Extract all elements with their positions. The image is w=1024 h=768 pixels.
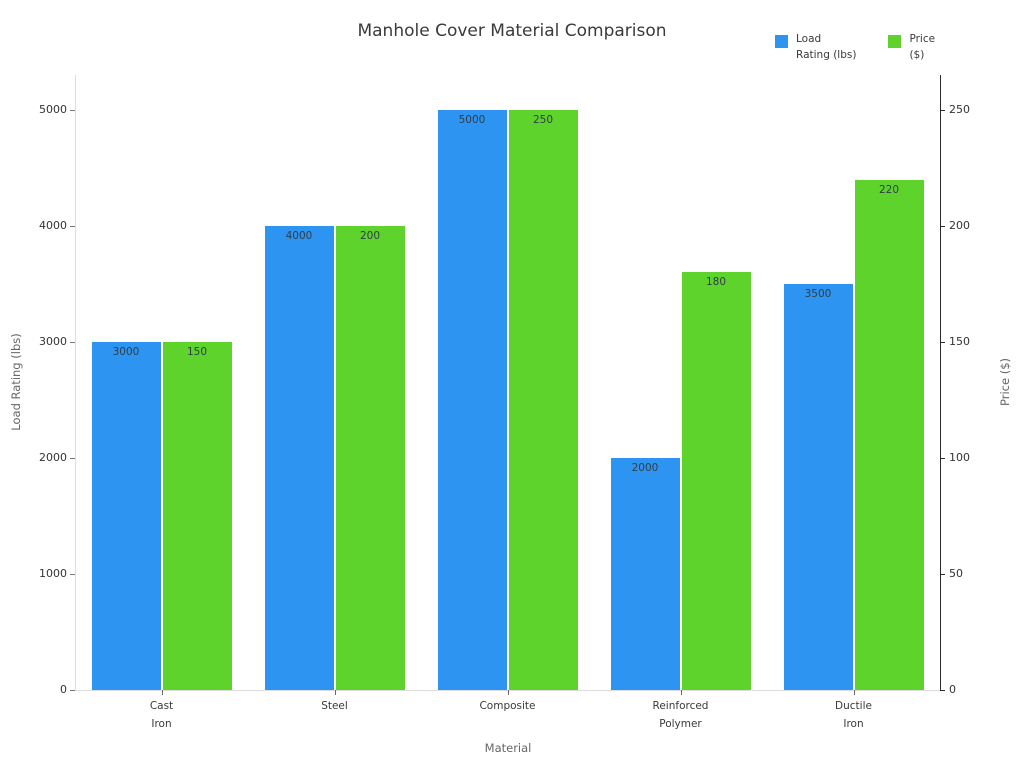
right-axis-tick-mark (940, 574, 945, 575)
price-bar: 180 (681, 272, 751, 690)
bar-value-label: 3500 (804, 288, 832, 300)
price-bar: 200 (335, 226, 405, 690)
left-axis-tick-mark (70, 226, 75, 227)
right-axis-tick-label: 150 (949, 335, 970, 348)
right-axis-tick-mark (940, 458, 945, 459)
right-axis-tick-label: 200 (949, 219, 970, 232)
legend-item: Load Rating (lbs) (775, 32, 856, 64)
left-axis-tick-mark (70, 574, 75, 575)
x-axis-category-label: Steel (321, 700, 348, 712)
left-axis-tick-label: 1000 (39, 567, 67, 580)
x-axis-tick-mark (680, 690, 682, 695)
left-axis-tick-mark (70, 342, 75, 343)
x-axis-category-label: Ductile Iron (835, 700, 872, 730)
right-axis-tick-mark (940, 226, 945, 227)
load-rating-bar: 2000 (610, 458, 680, 690)
bar-value-label: 250 (532, 114, 554, 126)
right-axis-title: Price ($) (998, 358, 1012, 406)
bar-value-label: 4000 (285, 230, 313, 242)
left-axis-tick-label: 2000 (39, 451, 67, 464)
right-axis-tick-label: 0 (949, 683, 956, 696)
bar-value-label: 180 (705, 276, 727, 289)
right-axis-tick-mark (940, 110, 945, 111)
left-axis-tick-label: 3000 (39, 335, 67, 348)
x-axis-tick-mark (507, 690, 509, 695)
x-axis-tick-mark (161, 690, 163, 695)
legend-swatch (888, 35, 902, 48)
x-axis-tick-mark (853, 690, 855, 695)
x-axis-tick-mark (334, 690, 336, 695)
right-axis-tick-mark (940, 690, 945, 691)
legend-item: Price ($) (888, 32, 935, 64)
left-axis-tick-mark (70, 458, 75, 459)
right-axis-line (940, 75, 941, 691)
left-axis-tick-label: 0 (60, 683, 67, 696)
price-bar: 150 (162, 342, 232, 690)
left-axis-line (75, 75, 76, 690)
right-axis-tick-label: 250 (949, 103, 970, 116)
load-rating-bar: 4000 (264, 226, 334, 690)
price-bar: 220 (854, 179, 924, 690)
bar-value-label: 200 (359, 230, 381, 242)
legend-label: Price ($) (909, 33, 936, 61)
x-axis-category-label: Reinforced Polymer (652, 700, 709, 730)
load-rating-bar: 5000 (437, 110, 507, 690)
left-axis-tick-label: 5000 (39, 103, 67, 116)
load-rating-bar: 3000 (91, 342, 161, 690)
bar-value-label: 5000 (458, 114, 486, 126)
legend-swatch (775, 35, 788, 48)
bar-value-label: 150 (186, 346, 208, 358)
right-axis-tick-label: 100 (949, 451, 970, 464)
left-axis-tick-mark (70, 690, 75, 691)
left-axis-tick-label: 4000 (39, 219, 67, 232)
load-rating-bar: 3500 (783, 284, 853, 690)
bar-value-label: 220 (878, 183, 900, 196)
legend: Load Rating (lbs) Price ($) (775, 32, 935, 64)
x-axis-category-label: Composite (479, 700, 536, 712)
right-axis-tick-label: 50 (949, 567, 963, 580)
left-axis-tick-mark (70, 110, 75, 111)
price-bar: 250 (508, 110, 578, 690)
chart-title: Manhole Cover Material Comparison (357, 21, 667, 41)
bar-value-label: 3000 (112, 346, 140, 358)
x-axis-category-label: Cast Iron (149, 700, 174, 730)
right-axis-tick-mark (940, 342, 945, 343)
legend-label: Load Rating (lbs) (796, 33, 857, 61)
x-axis-title: Material (484, 741, 532, 755)
bar-value-label: 2000 (631, 462, 659, 474)
